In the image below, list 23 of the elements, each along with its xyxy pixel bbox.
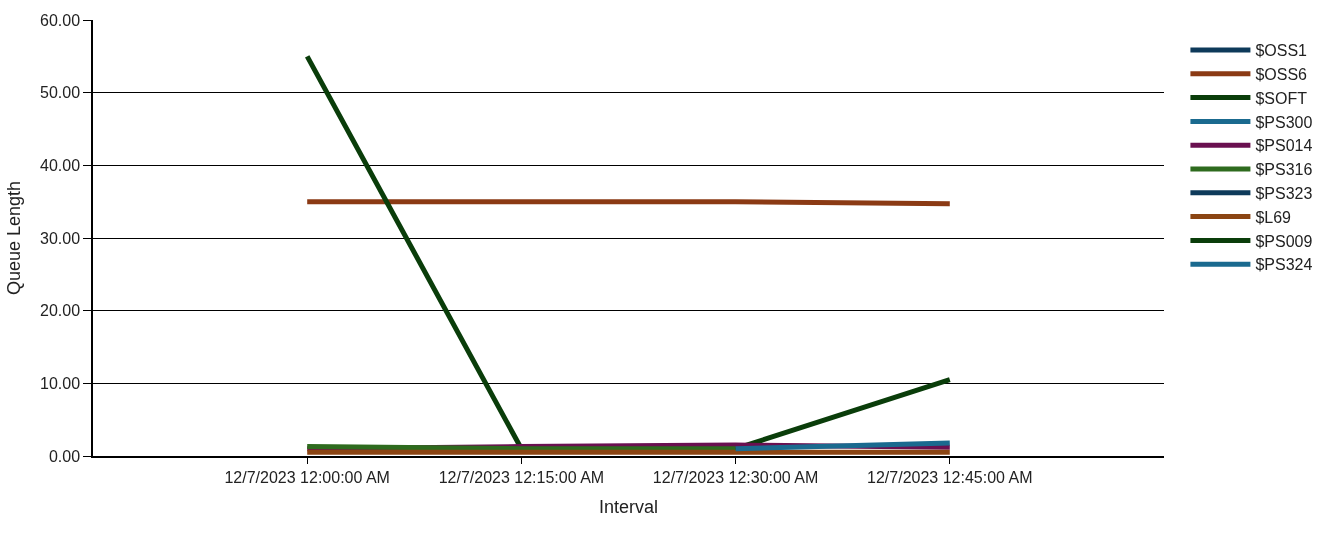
legend-label: $OSS6 [1255, 66, 1308, 84]
y-tick-label: 30.00 [40, 229, 81, 247]
y-tick-label: 60.00 [40, 11, 81, 29]
x-tick-label: 12/7/2023 12:15:00 AM [438, 468, 605, 486]
y-tick-label: 40.00 [40, 156, 81, 174]
y-tick-label: 0.00 [48, 447, 81, 465]
y-tick-label: 50.00 [40, 84, 81, 102]
legend-label: $PS300 [1255, 113, 1313, 131]
y-tick-label: 20.00 [40, 302, 81, 320]
x-axis-title: Interval [598, 496, 659, 517]
y-tick-label: 10.00 [40, 374, 81, 392]
legend-label: $PS014 [1255, 137, 1313, 155]
legend-label: $SOFT [1255, 89, 1308, 107]
legend-label: $PS316 [1255, 161, 1313, 179]
x-tick-label: 12/7/2023 12:30:00 AM [652, 468, 819, 486]
legend-label: $PS323 [1255, 185, 1313, 203]
legend-label: $L69 [1255, 208, 1292, 226]
x-tick-label: 12/7/2023 12:00:00 AM [224, 468, 390, 486]
legend-label: $OSS1 [1255, 42, 1308, 60]
legend-label: $PS009 [1255, 232, 1313, 250]
legend-label: $PS324 [1255, 256, 1313, 274]
x-tick-label: 12/7/2023 12:45:00 AM [867, 468, 1033, 486]
y-axis-title: Queue Length [3, 180, 24, 296]
